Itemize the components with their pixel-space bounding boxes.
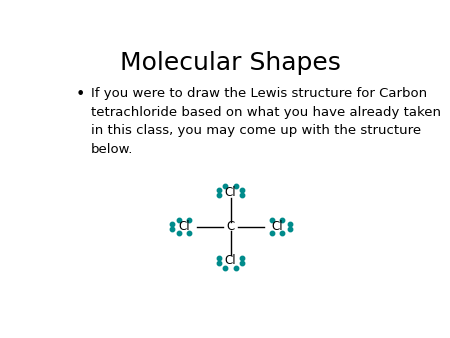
Text: Molecular Shapes: Molecular Shapes [120,51,341,75]
Text: C: C [226,220,235,233]
Text: Cl: Cl [179,220,190,233]
Text: Cl: Cl [225,254,236,267]
Text: Cl: Cl [225,186,236,199]
Text: •: • [76,88,85,102]
Text: Cl: Cl [271,220,283,233]
Text: If you were to draw the Lewis structure for Carbon
tetrachloride based on what y: If you were to draw the Lewis structure … [91,88,441,156]
